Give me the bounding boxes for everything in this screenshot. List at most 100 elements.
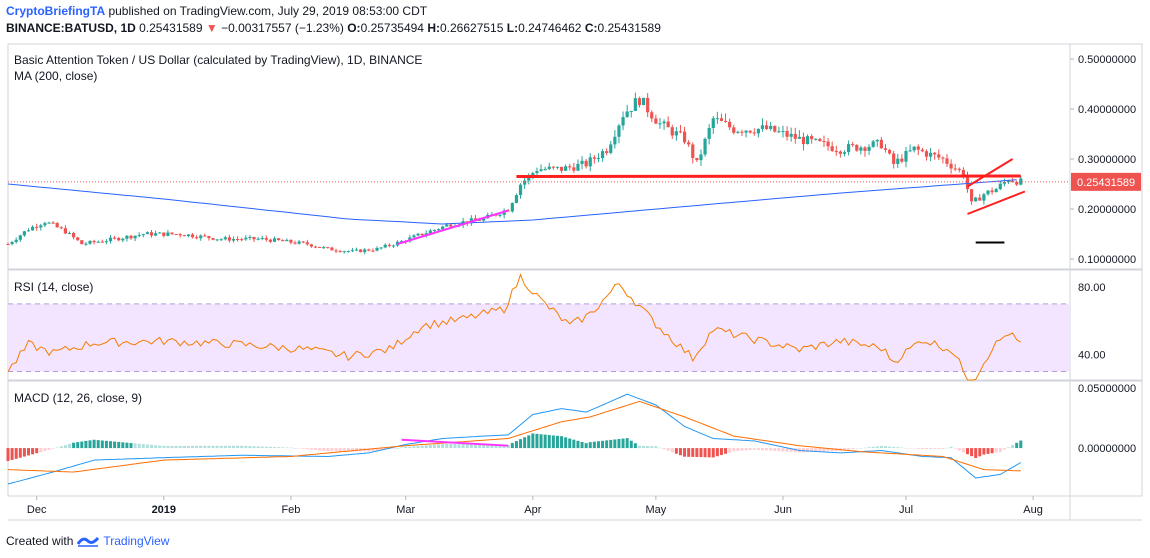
macd-histogram-bar [277, 447, 281, 449]
macd-histogram-bar [806, 448, 810, 453]
x-tick-label: 2019 [152, 504, 176, 516]
candle-body [818, 138, 822, 142]
macd-histogram-bar [633, 443, 637, 449]
macd-histogram-bar [769, 448, 773, 451]
macd-histogram-bar [117, 441, 121, 449]
macd-histogram-bar [182, 445, 186, 449]
candle-body [113, 237, 117, 239]
macd-histogram-bar [539, 434, 543, 449]
time-axis[interactable]: Dec 2019 Feb Mar Apr May Jun Jul Aug [27, 496, 1043, 516]
macd-histogram-bar [133, 443, 137, 449]
candle-body [584, 160, 588, 167]
rsi-pane[interactable]: 80.00 40.00 [7, 273, 1106, 381]
candle-body [412, 235, 416, 238]
macd-histogram-bar [568, 438, 572, 449]
candle-body [523, 180, 527, 185]
candle-body [924, 151, 929, 157]
macd-histogram-bar [1011, 445, 1015, 449]
candle-body [72, 232, 76, 238]
candle-body [231, 239, 236, 241]
x-tick-label: Feb [281, 504, 300, 516]
x-tick-label: May [645, 504, 666, 516]
candle-body [851, 144, 855, 146]
macd-histogram-bar [793, 448, 797, 453]
candle-body [781, 130, 785, 132]
macd-histogram-bar [240, 445, 244, 449]
open-value: 0.25735494 [360, 21, 424, 35]
macd-histogram-bar [289, 447, 293, 449]
rsi-tick-label: 80.00 [1078, 282, 1106, 294]
candle-body [26, 230, 31, 232]
candle-body [990, 190, 994, 193]
macd-histogram-bar [777, 448, 781, 452]
macd-histogram-bar [39, 448, 43, 453]
candle-body [838, 151, 842, 154]
macd-histogram-bar [609, 439, 613, 449]
candle-body [264, 237, 268, 240]
macd-histogram-bar [547, 435, 551, 449]
macd-histogram-bar [125, 442, 129, 449]
macd-histogram-bar [855, 448, 859, 449]
candle-body [969, 189, 974, 202]
candle-body [289, 239, 293, 243]
macd-histogram-bar [420, 445, 424, 449]
candle-body [953, 168, 957, 170]
macd-pane[interactable]: 0.05000000 0.00000000 [6, 383, 1137, 485]
macd-histogram-bar [424, 445, 428, 449]
rsi-band [8, 303, 1070, 372]
macd-histogram-bar [158, 445, 162, 449]
macd-histogram-bar [154, 445, 158, 449]
candle-body [547, 166, 551, 170]
tradingview-brand[interactable]: TradingView [103, 534, 170, 548]
candle-body [281, 240, 285, 242]
macd-histogram-bar [531, 433, 535, 449]
candle-body [883, 148, 888, 150]
macd-histogram-bar [970, 448, 974, 457]
candle-body [514, 195, 519, 203]
macd-histogram-bar [715, 448, 719, 457]
macd-histogram-bar [318, 448, 322, 451]
macd-histogram-bar [186, 445, 190, 449]
candle-body [248, 236, 252, 238]
candle-body [588, 157, 592, 167]
macd-histogram-bar [227, 445, 231, 449]
candle-body [80, 240, 84, 245]
candle-body [654, 118, 658, 124]
low-value: 0.24746462 [518, 21, 582, 35]
macd-tick-label: 0.00000000 [1078, 443, 1136, 455]
macd-histogram-bar [236, 445, 240, 449]
candle-body [334, 250, 338, 252]
candle-body [892, 153, 896, 164]
candle-body [379, 247, 383, 249]
macd-histogram-bar [613, 439, 617, 449]
macd-histogram-bar [88, 440, 92, 449]
macd-histogram-bar [326, 448, 330, 452]
close-value: 0.25431589 [597, 21, 661, 35]
macd-histogram-bar [785, 448, 789, 452]
price-pane[interactable]: 0.50000000 0.40000000 0.30000000 0.20000000… [6, 54, 1141, 266]
candle-body [863, 147, 867, 151]
macd-histogram-bar [338, 448, 342, 452]
candle-body [908, 150, 912, 152]
author-link[interactable]: CryptoBriefingTA [6, 4, 106, 18]
macd-histogram-bar [437, 444, 441, 449]
macd-histogram-bar [506, 444, 510, 449]
candle-body [773, 125, 777, 132]
macd-histogram-bar [121, 442, 125, 449]
macd-histogram-bar [469, 444, 473, 449]
macd-histogram-bar [773, 448, 777, 451]
ma200-line [7, 179, 1017, 225]
candle-body [859, 147, 863, 151]
close-label: C: [584, 21, 598, 35]
macd-histogram-bar [691, 448, 695, 457]
macd-histogram-bar [674, 448, 678, 454]
macd-histogram-bar [297, 448, 301, 449]
macd-histogram-bar [646, 445, 650, 449]
macd-histogram-bar [473, 444, 477, 449]
macd-histogram-bar [215, 445, 219, 449]
macd-histogram-bar [711, 448, 715, 458]
candle-body [855, 144, 859, 151]
down-arrow-icon: ▼ [205, 21, 218, 35]
macd-histogram-bar [756, 448, 760, 450]
